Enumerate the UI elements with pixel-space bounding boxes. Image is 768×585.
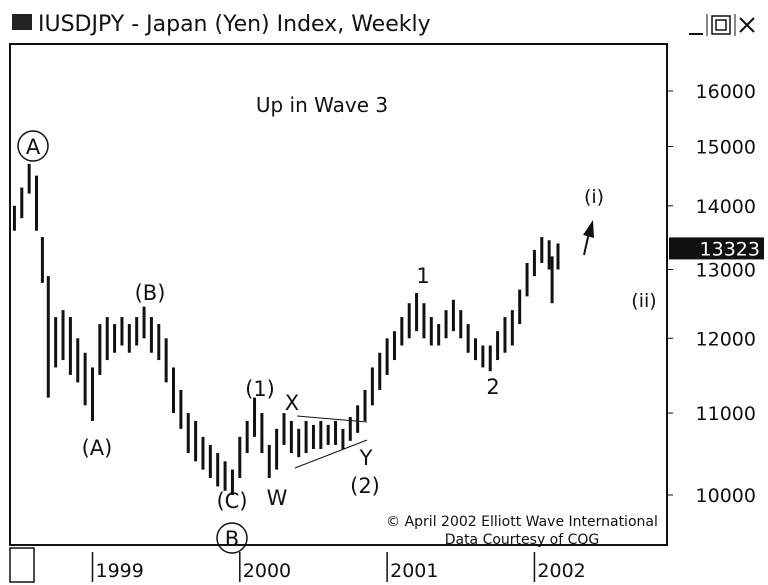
wave-label: (2) [350,474,380,498]
window-buttons[interactable] [689,14,755,36]
x-tick-label: 2000 [243,560,291,582]
last-price-label: 13323 [700,238,760,260]
chart-subtitle: Up in Wave 3 [256,93,388,117]
y-tick-label: 11000 [696,403,756,425]
credit: Data Courtesy of CQG [445,532,600,548]
credit: © April 2002 Elliott Wave International [386,514,658,530]
wave-label: 2 [486,375,499,399]
x-tick-label: 2002 [537,560,585,582]
trend-line [294,439,368,469]
wave-label: (1) [245,377,275,401]
plot-frame [9,43,668,546]
circle [216,522,248,554]
wave-label: W [267,486,288,510]
wave-label: (B) [135,281,166,305]
y-tick-label: 10000 [696,485,756,507]
y-tick-label: 15000 [696,137,756,159]
chart-title: IUSDJPY - Japan (Yen) Index, Weekly [38,12,431,37]
x-tick-label: 2001 [390,560,438,582]
trend-line [296,415,368,423]
wave-label: X [285,391,299,415]
x-tick-label: 1999 [95,560,143,582]
circle [17,130,49,162]
last-price-box [669,237,764,260]
y-tick-label: 12000 [696,328,756,350]
wave-label: (ii) [631,290,656,312]
arrow-head [583,220,594,238]
wave-label: B [225,527,239,551]
app-icon [12,14,32,30]
wave-label: (i) [584,186,604,208]
y-tick-label: 13000 [696,260,756,282]
y-tick-label: 14000 [696,196,756,218]
y-tick-label: 16000 [696,81,756,103]
wave-label: (A) [82,436,113,460]
wave-label: 1 [416,264,429,288]
wave-label: Y [359,446,373,470]
wave-label: A [26,135,41,159]
scroll-box [9,547,35,583]
